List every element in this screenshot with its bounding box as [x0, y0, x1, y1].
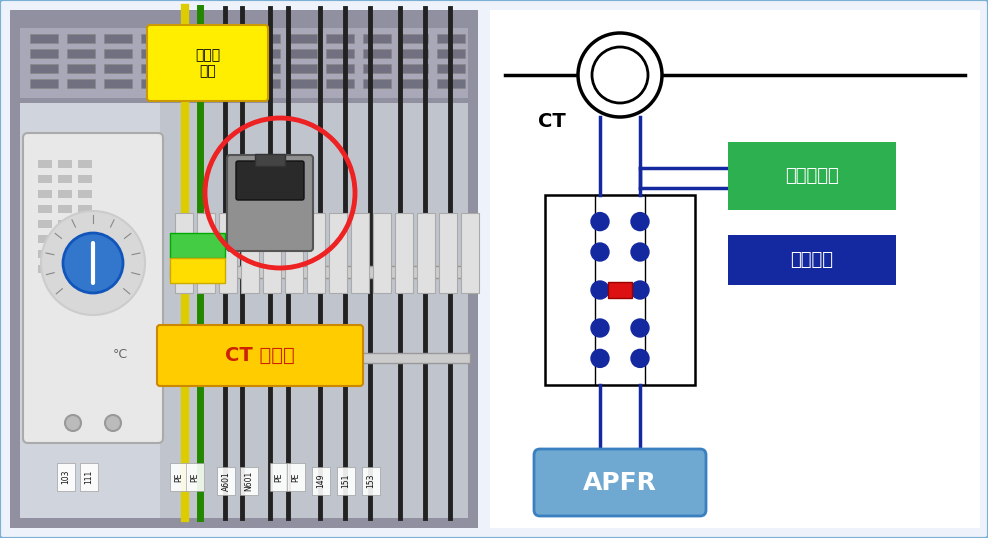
Text: 保护继电器: 保护继电器 — [785, 167, 839, 185]
Bar — [78, 190, 92, 198]
Bar — [30, 79, 58, 88]
Bar — [197, 213, 215, 293]
Bar — [215, 79, 243, 88]
Bar — [437, 79, 465, 88]
Bar — [78, 235, 92, 243]
Bar — [58, 160, 72, 168]
Bar — [104, 49, 132, 58]
Bar — [270, 463, 288, 491]
Bar — [20, 103, 160, 518]
Bar — [363, 34, 391, 43]
Bar — [289, 64, 317, 73]
FancyBboxPatch shape — [23, 133, 163, 443]
Text: APFR: APFR — [583, 471, 657, 494]
FancyBboxPatch shape — [534, 449, 706, 516]
Bar — [20, 103, 468, 518]
Bar — [400, 79, 428, 88]
Bar — [178, 64, 206, 73]
Bar — [363, 64, 391, 73]
Bar — [38, 175, 52, 183]
Bar — [289, 34, 317, 43]
Bar — [38, 220, 52, 228]
Bar — [337, 467, 355, 495]
Bar — [312, 467, 330, 495]
Bar — [287, 463, 305, 491]
Text: CT: CT — [538, 112, 566, 131]
Bar — [608, 282, 632, 298]
Bar — [363, 79, 391, 88]
Bar — [78, 175, 92, 183]
Bar — [170, 258, 225, 283]
Bar — [38, 205, 52, 213]
Text: PE: PE — [191, 472, 200, 482]
Bar — [252, 49, 280, 58]
Bar — [326, 79, 354, 88]
Bar — [395, 213, 413, 293]
Text: 111: 111 — [85, 470, 94, 484]
Text: PE: PE — [175, 472, 184, 482]
Bar — [38, 265, 52, 273]
Bar — [58, 205, 72, 213]
FancyBboxPatch shape — [728, 235, 896, 285]
Bar — [104, 79, 132, 88]
Bar — [141, 64, 169, 73]
FancyBboxPatch shape — [157, 325, 363, 386]
Circle shape — [105, 415, 121, 431]
Bar — [461, 213, 479, 293]
Text: A601: A601 — [221, 471, 230, 491]
Bar — [20, 28, 468, 98]
Bar — [67, 64, 95, 73]
Bar — [326, 64, 354, 73]
Bar — [104, 34, 132, 43]
Bar — [363, 49, 391, 58]
Bar — [58, 235, 72, 243]
Bar — [30, 49, 58, 58]
Bar — [219, 213, 237, 293]
Bar — [400, 64, 428, 73]
Bar — [58, 265, 72, 273]
Bar — [255, 154, 285, 166]
Bar — [58, 175, 72, 183]
Bar — [215, 34, 243, 43]
Circle shape — [65, 415, 81, 431]
Bar — [67, 34, 95, 43]
Bar — [186, 463, 204, 491]
Bar — [178, 79, 206, 88]
Bar — [289, 49, 317, 58]
Text: 153: 153 — [367, 474, 375, 489]
Circle shape — [591, 319, 609, 337]
Text: 电流互
感器: 电流互 感器 — [195, 48, 220, 78]
Circle shape — [41, 211, 145, 315]
Bar — [437, 64, 465, 73]
Circle shape — [578, 33, 662, 117]
Text: PE: PE — [275, 472, 284, 482]
Bar — [329, 213, 347, 293]
FancyBboxPatch shape — [236, 161, 304, 200]
Circle shape — [591, 281, 609, 299]
Circle shape — [631, 319, 649, 337]
Bar — [78, 205, 92, 213]
Bar — [285, 213, 303, 293]
Text: 149: 149 — [316, 474, 325, 489]
Bar — [10, 10, 478, 528]
Bar — [80, 463, 98, 491]
Circle shape — [631, 213, 649, 231]
Text: PE: PE — [291, 472, 300, 482]
Bar — [38, 160, 52, 168]
Bar — [30, 34, 58, 43]
Bar — [78, 265, 92, 273]
Bar — [545, 195, 695, 385]
Bar — [215, 64, 243, 73]
Text: 151: 151 — [342, 474, 351, 488]
Bar — [215, 49, 243, 58]
Text: N601: N601 — [244, 471, 254, 491]
Text: 正常状态: 正常状态 — [790, 251, 834, 269]
Bar — [437, 34, 465, 43]
Bar — [78, 250, 92, 258]
Bar — [30, 64, 58, 73]
Bar — [67, 79, 95, 88]
Bar — [326, 34, 354, 43]
Bar — [78, 220, 92, 228]
Bar — [373, 213, 391, 293]
